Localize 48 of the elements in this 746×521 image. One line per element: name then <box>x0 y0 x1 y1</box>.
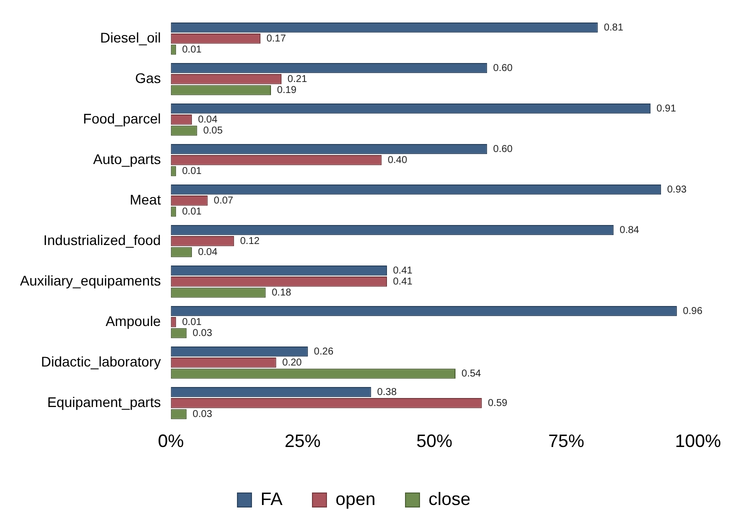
y-tick-label: Auxiliary_equipaments <box>20 272 161 289</box>
data-label: 0.54 <box>462 368 482 380</box>
y-tick-label: Auto_parts <box>93 151 161 168</box>
data-label: 0.21 <box>288 74 308 85</box>
data-label: 0.17 <box>266 33 286 44</box>
y-tick-label: Gas <box>135 70 161 86</box>
data-label: 0.04 <box>198 246 218 258</box>
data-label: 0.40 <box>388 154 408 166</box>
y-tick-label: Didactic_laboratory <box>41 354 161 370</box>
data-label: 0.26 <box>314 346 334 358</box>
data-label: 0.01 <box>182 316 202 328</box>
data-label: 0.60 <box>493 62 514 74</box>
x-tick-label: 75% <box>548 431 584 452</box>
y-tick-label: Food_parcel <box>83 110 161 127</box>
legend-label: FA <box>260 488 282 509</box>
data-label: 0.96 <box>682 306 703 317</box>
data-label: 0.03 <box>192 328 213 339</box>
data-label: 0.81 <box>604 22 624 34</box>
data-label: 0.01 <box>182 206 202 218</box>
y-tick-label: Equipament_parts <box>47 394 161 410</box>
x-tick-label: 0% <box>158 431 184 452</box>
data-label: 0.07 <box>214 195 234 206</box>
data-label: 0.01 <box>182 166 202 177</box>
x-tick-label: 50% <box>416 431 452 452</box>
data-label: 0.93 <box>667 184 687 196</box>
data-label: 0.05 <box>203 125 224 136</box>
x-tick-label: 25% <box>284 431 321 452</box>
data-label: 0.03 <box>192 408 213 420</box>
data-label: 0.41 <box>392 265 413 276</box>
x-tick-label: 100% <box>674 431 722 452</box>
legend-label: close <box>428 488 471 509</box>
data-label: 0.01 <box>182 44 202 56</box>
data-label: 0.60 <box>493 144 514 155</box>
legend-label: open <box>335 488 376 509</box>
y-tick-label: Ampoule <box>106 313 162 330</box>
data-label: 0.41 <box>392 276 413 288</box>
data-label: 0.04 <box>198 114 218 126</box>
data-label: 0.91 <box>656 103 676 114</box>
data-label: 0.18 <box>272 287 292 298</box>
data-label: 0.12 <box>240 236 260 247</box>
data-label: 0.20 <box>282 357 302 368</box>
data-label: 0.84 <box>620 224 640 236</box>
y-tick-label: Diesel_oil <box>100 30 161 46</box>
y-tick-label: Meat <box>130 192 161 208</box>
data-label: 0.19 <box>277 84 297 96</box>
data-label: 0.38 <box>377 386 398 398</box>
y-tick-label: Industrialized_food <box>43 232 161 248</box>
data-label: 0.59 <box>488 398 508 409</box>
